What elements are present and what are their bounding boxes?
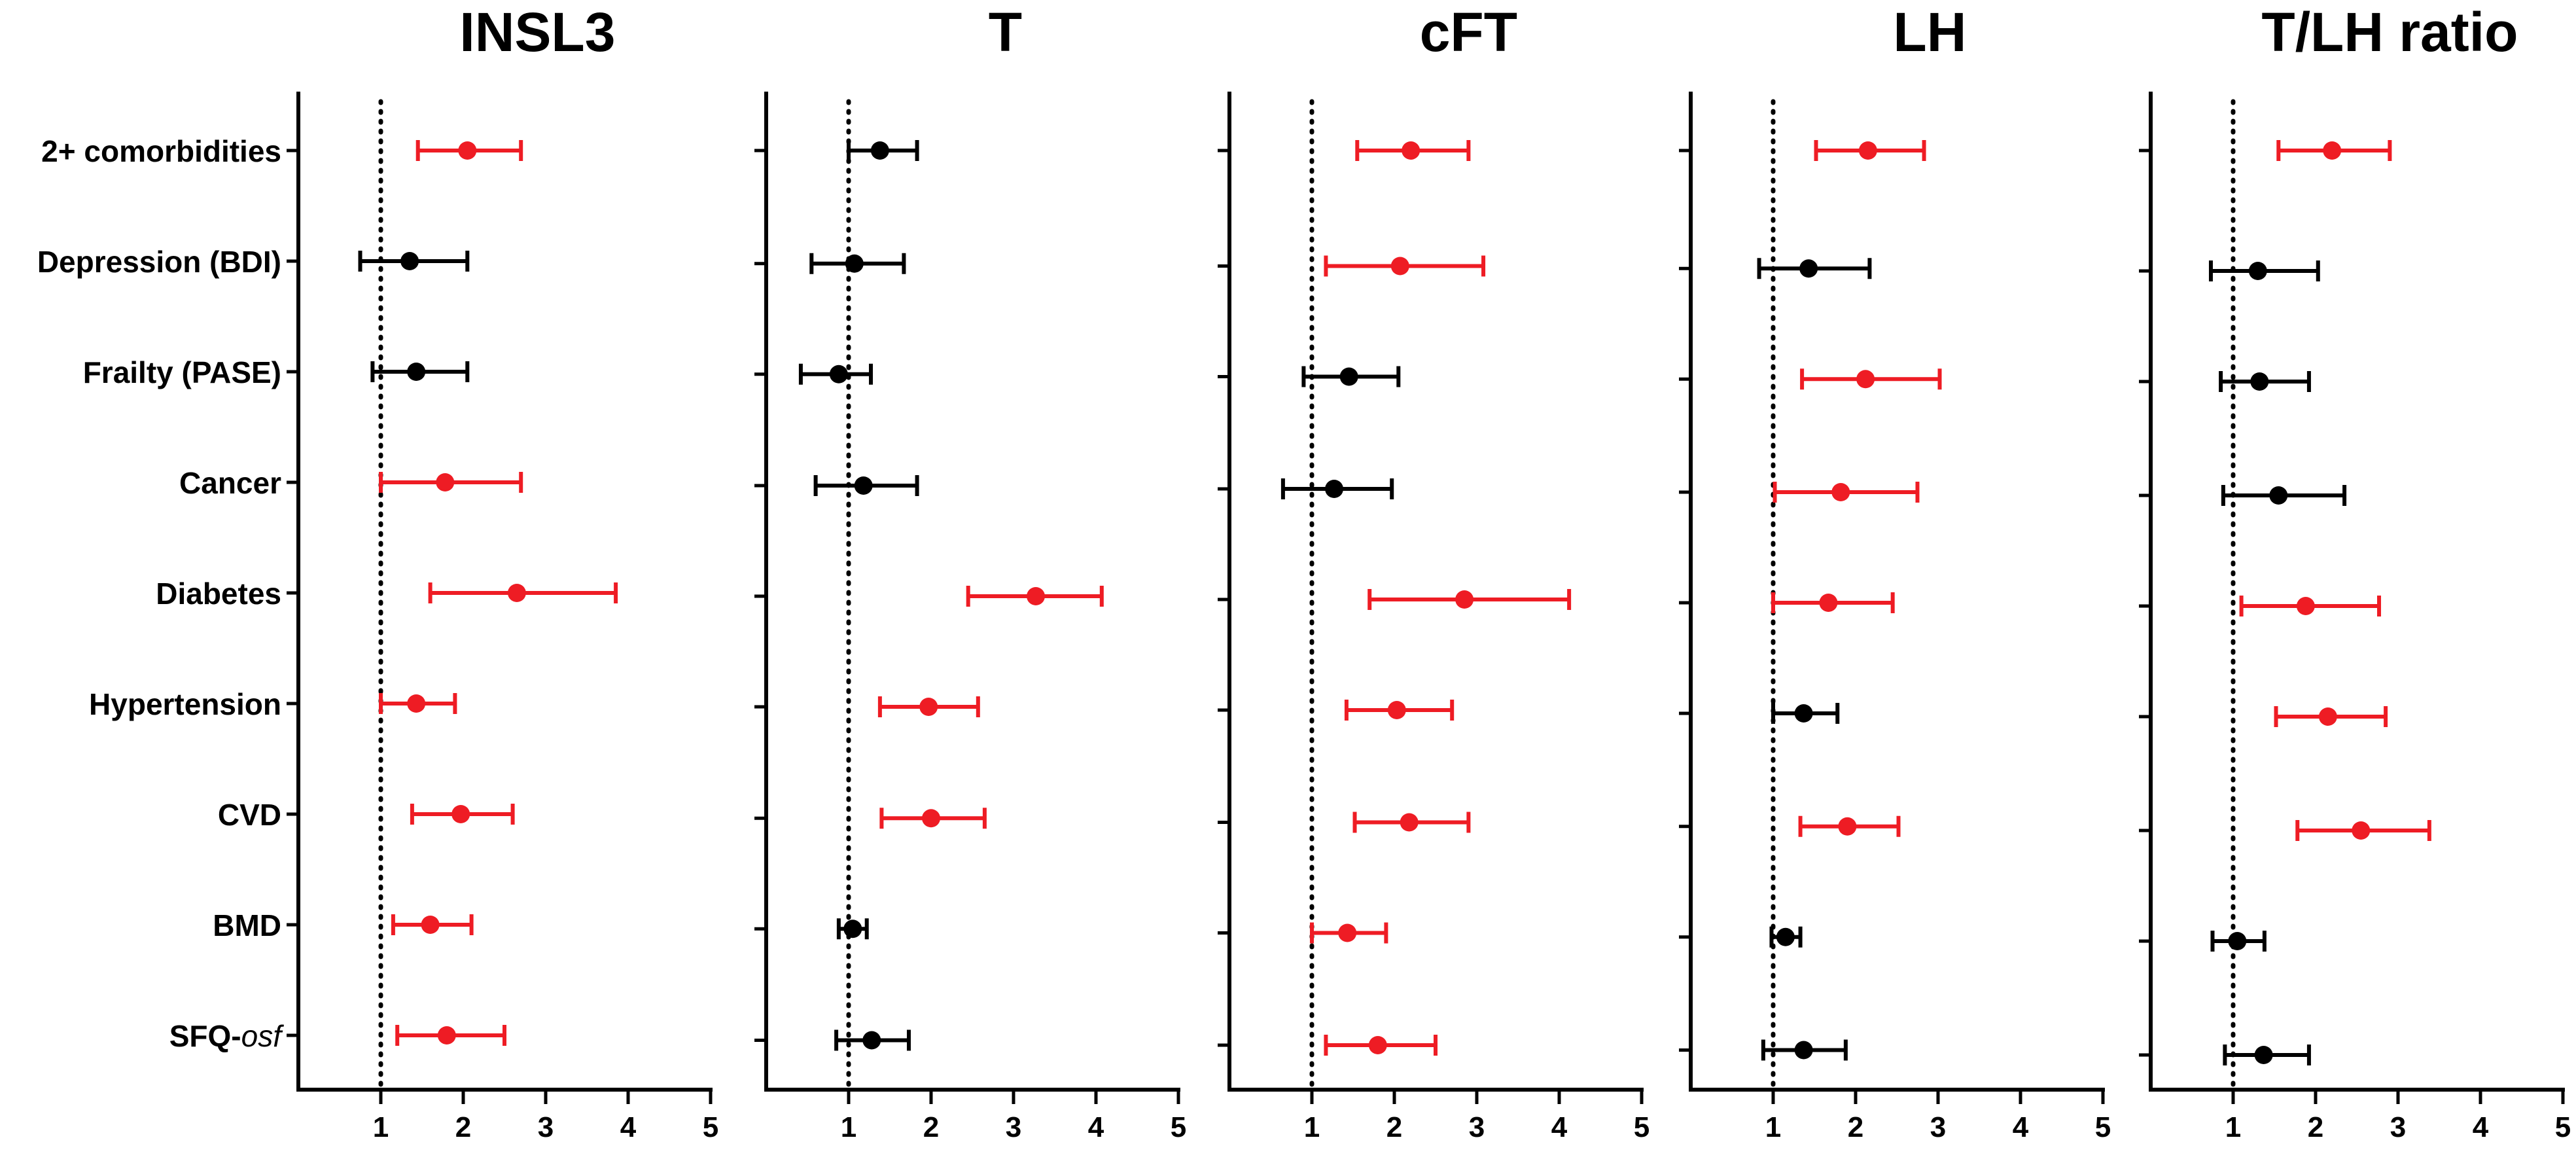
estimate-point xyxy=(1856,370,1875,389)
x-tick-label: 2 xyxy=(923,1111,939,1143)
estimate-point xyxy=(1858,141,1877,160)
x-tick-label: 1 xyxy=(2225,1111,2241,1143)
estimate-point xyxy=(2323,141,2342,160)
x-tick-label: 4 xyxy=(620,1111,637,1143)
row-label-5: Hypertension xyxy=(89,687,281,721)
estimate-point xyxy=(407,694,426,713)
x-tick-label: 1 xyxy=(373,1111,389,1143)
row-label-6: CVD xyxy=(218,798,281,832)
row-label-8: SFQ-osf xyxy=(169,1019,284,1053)
estimate-point xyxy=(854,476,873,495)
row-label-1: Depression (BDI) xyxy=(37,245,281,279)
x-tick-label: 2 xyxy=(2308,1111,2323,1143)
estimate-point xyxy=(845,254,864,273)
x-tick-label: 5 xyxy=(1171,1111,1186,1143)
estimate-point xyxy=(1402,141,1420,160)
row-label-7: BMD xyxy=(213,908,281,942)
panel-title: T xyxy=(989,1,1022,63)
row-label-prefix: SFQ- xyxy=(169,1019,241,1053)
estimate-point xyxy=(1368,1036,1387,1054)
estimate-point xyxy=(1838,817,1857,836)
x-tick-label: 3 xyxy=(1930,1111,1946,1143)
panel-4: T/LH ratio 1 2 3 4 5 xyxy=(2139,1,2571,1143)
estimate-point xyxy=(2269,486,2288,505)
row-label-3: Cancer xyxy=(179,466,281,500)
estimate-point xyxy=(1831,483,1850,501)
row-label-4: Diabetes xyxy=(156,577,281,611)
x-tick-label: 5 xyxy=(1634,1111,1650,1143)
estimate-point xyxy=(2296,597,2315,615)
x-tick-label: 1 xyxy=(1765,1111,1781,1143)
estimate-point xyxy=(1387,701,1406,719)
row-label-0: 2+ comorbidities xyxy=(41,134,281,168)
estimate-point xyxy=(451,805,470,823)
estimate-point xyxy=(1799,259,1818,278)
row-labels: 2+ comorbidities Depression (BDI) Frailty … xyxy=(37,134,284,1053)
estimate-point xyxy=(870,141,889,160)
estimate-point xyxy=(1776,927,1795,946)
estimate-point xyxy=(1325,480,1344,498)
estimate-point xyxy=(507,584,526,602)
estimate-point xyxy=(400,252,419,270)
x-tick-label: 5 xyxy=(2555,1111,2571,1143)
estimate-point xyxy=(2352,821,2371,840)
panel-3: LH 1 2 3 4 5 xyxy=(1679,1,2111,1143)
panel-title: INSL3 xyxy=(459,1,615,63)
x-tick-label: 4 xyxy=(1088,1111,1104,1143)
estimate-point xyxy=(2254,1046,2273,1064)
row-label-italic: osf xyxy=(241,1019,285,1053)
x-tick-label: 2 xyxy=(455,1111,471,1143)
x-tick-label: 5 xyxy=(703,1111,718,1143)
x-tick-label: 5 xyxy=(2095,1111,2111,1143)
estimate-point xyxy=(922,809,940,828)
x-tick-label: 3 xyxy=(1006,1111,1021,1143)
estimate-point xyxy=(1794,1041,1813,1060)
estimate-point xyxy=(2318,707,2337,726)
panel-2: cFT 1 2 3 4 5 xyxy=(1218,1,1650,1143)
estimate-point xyxy=(843,920,862,938)
estimate-point xyxy=(829,365,848,384)
x-tick-label: 2 xyxy=(1386,1111,1402,1143)
estimate-point xyxy=(437,1026,456,1045)
x-tick-label: 3 xyxy=(538,1111,554,1143)
panel-title: LH xyxy=(1893,1,1966,63)
estimate-point xyxy=(1338,923,1357,942)
x-tick-label: 1 xyxy=(841,1111,856,1143)
estimate-point xyxy=(1027,587,1046,605)
estimate-point xyxy=(1390,257,1409,276)
estimate-point xyxy=(407,363,426,381)
panel-0: INSL3 1 2 3 4 5 xyxy=(287,1,718,1143)
estimate-point xyxy=(421,916,440,934)
panel-title: T/LH ratio xyxy=(2261,1,2518,63)
estimate-point xyxy=(1339,367,1358,386)
x-tick-label: 3 xyxy=(2390,1111,2406,1143)
panel-1: T 1 2 3 4 5 xyxy=(754,1,1186,1143)
x-tick-label: 3 xyxy=(1469,1111,1485,1143)
estimate-point xyxy=(1794,704,1813,723)
estimate-point xyxy=(2250,372,2269,391)
x-tick-label: 4 xyxy=(2473,1111,2489,1143)
estimate-point xyxy=(1400,813,1419,832)
estimate-point xyxy=(2228,932,2247,950)
estimate-point xyxy=(1819,594,1838,612)
estimate-point xyxy=(1455,590,1474,609)
x-tick-label: 4 xyxy=(2013,1111,2029,1143)
x-tick-label: 1 xyxy=(1304,1111,1320,1143)
estimate-point xyxy=(919,698,938,716)
estimate-point xyxy=(862,1031,881,1050)
x-tick-label: 2 xyxy=(1848,1111,1863,1143)
panel-title: cFT xyxy=(1420,1,1517,63)
row-label-2: Frailty (PASE) xyxy=(83,355,281,389)
estimate-point xyxy=(458,141,477,160)
estimate-point xyxy=(2248,262,2267,280)
x-tick-label: 4 xyxy=(1551,1111,1568,1143)
estimate-point xyxy=(436,473,455,491)
